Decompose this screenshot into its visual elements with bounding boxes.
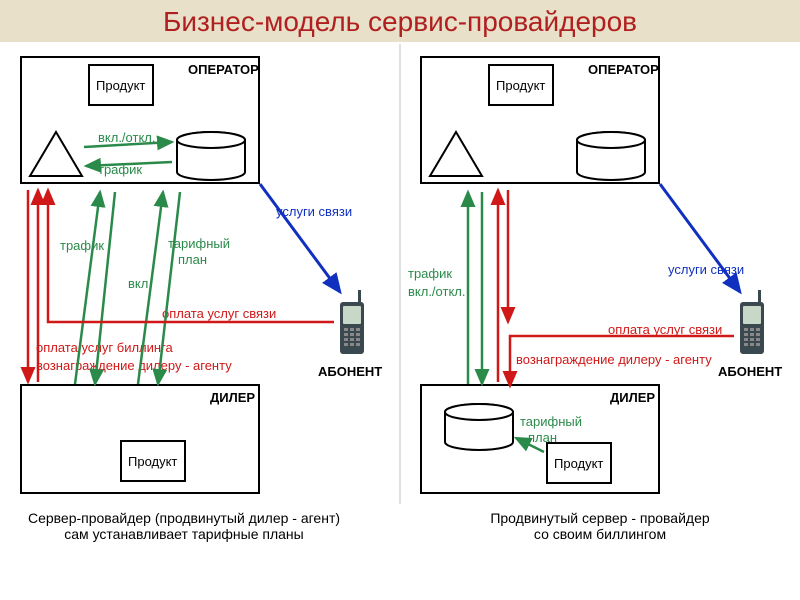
left-pay-billing: оплата услуг биллинга xyxy=(36,340,173,355)
left-dealer-label: ДИЛЕР xyxy=(210,390,255,405)
left-pay-services: оплата услуг связи xyxy=(162,306,276,321)
left-services-label: услуги связи xyxy=(276,204,352,219)
right-phone-icon xyxy=(736,290,768,358)
left-vkl-label: вкл. xyxy=(128,276,152,291)
left-phone-icon xyxy=(336,290,368,358)
right-abonent-label: АБОНЕНТ xyxy=(718,364,782,379)
right-dealer-label: ДИЛЕР xyxy=(610,390,655,405)
left-abonent-label: АБОНЕНТ xyxy=(318,364,382,379)
right-billing-text: Биллинг xyxy=(586,150,636,165)
left-traffic-inside: трафик xyxy=(98,162,142,177)
page-title: Бизнес-модель сервис-провайдеров xyxy=(0,0,800,42)
right-tariff-label-2: план xyxy=(528,430,557,445)
left-product-text: Продукт xyxy=(96,78,145,93)
right-dealer-product-text: Продукт xyxy=(554,456,603,471)
left-tariff-label-1: тарифный xyxy=(168,236,230,251)
right-traffic-label-2: вкл./откл. xyxy=(408,284,465,299)
left-billing-text: Биллинг xyxy=(186,150,236,165)
right-msc-text: MSC xyxy=(442,156,471,171)
right-product-text: Продукт xyxy=(496,78,545,93)
right-services-label: услуги связи xyxy=(668,262,744,277)
right-caption: Продвинутый сервер - провайдерсо своим б… xyxy=(420,510,780,542)
right-tariff-label-1: тарифный xyxy=(520,414,582,429)
left-caption: Сервер-провайдер (продвинутый дилер - аг… xyxy=(4,510,364,542)
right-dealer-billing-text: Биллинг xyxy=(454,422,504,437)
left-reward: вознаграждение дилеру - агенту xyxy=(36,358,232,373)
left-dealer-product-text: Продукт xyxy=(128,454,177,469)
right-operator-label: ОПЕРАТОР xyxy=(588,62,659,77)
left-msc-text: MSC xyxy=(42,156,71,171)
left-onoff-text: вкл./откл. xyxy=(98,130,155,145)
left-traffic-label: трафик xyxy=(60,238,104,253)
left-operator-label: ОПЕРАТОР xyxy=(188,62,259,77)
right-traffic-label-1: трафик xyxy=(408,266,452,281)
right-pay-services: оплата услуг связи xyxy=(608,322,722,337)
right-reward: вознаграждение дилеру - агенту xyxy=(516,352,712,367)
diagram-canvas: ОПЕРАТОР Продукт MSC Биллинг вкл./откл. … xyxy=(0,44,800,600)
left-tariff-label-2: план xyxy=(178,252,207,267)
